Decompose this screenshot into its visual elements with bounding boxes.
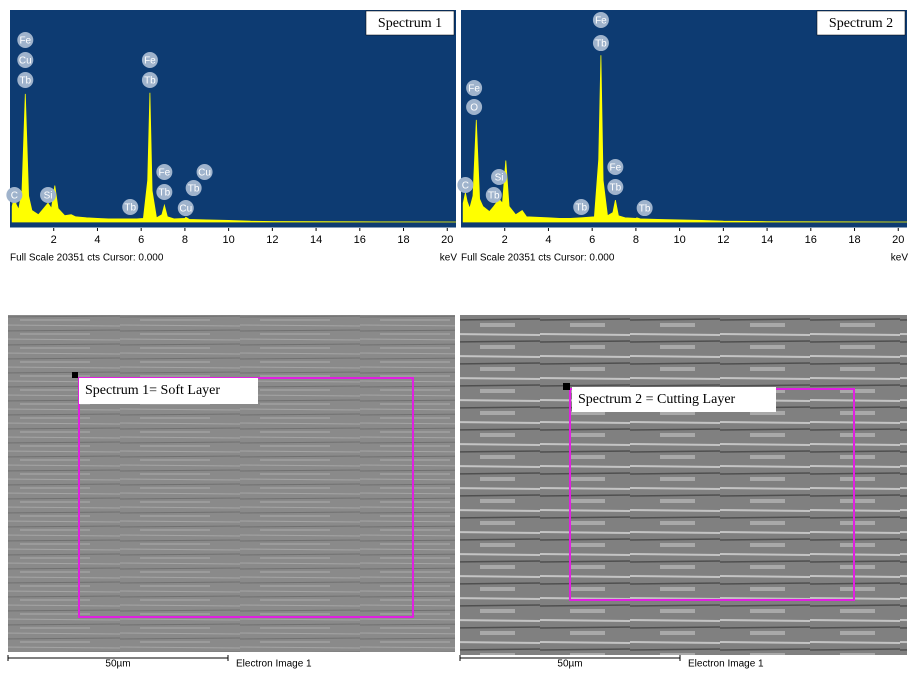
- x-tick-label: 8: [182, 234, 188, 246]
- marker: [72, 372, 78, 378]
- x-axis-label: keV: [440, 253, 458, 264]
- peak-label: Fe: [159, 168, 171, 179]
- caption: Spectrum 2 = Cutting Layer: [578, 392, 736, 407]
- image-label: Electron Image 1: [236, 659, 312, 670]
- scale-label: 50µm: [105, 659, 130, 670]
- figure: Spectrum 1= Soft Layer 50µm Electron Ima…: [0, 0, 909, 670]
- x-tick-label: 2: [502, 234, 508, 246]
- peak-label: Tb: [159, 188, 171, 199]
- image-label: Electron Image 1: [688, 659, 764, 670]
- x-tick-label: 16: [354, 234, 366, 246]
- x-tick-label: 20: [441, 234, 453, 246]
- peak-label: Tb: [144, 76, 156, 87]
- footer: Full Scale 20351 cts Cursor: 0.000: [10, 253, 164, 264]
- sem-image: Spectrum 2 = Cutting Layer 50µm Electron…: [460, 315, 907, 670]
- peak-label: Tb: [124, 203, 136, 214]
- sem-image: Spectrum 1= Soft Layer 50µm Electron Ima…: [8, 315, 455, 670]
- peak-label: Fe: [468, 84, 480, 95]
- x-tick-label: 4: [94, 234, 100, 246]
- peak-label: Cu: [198, 168, 211, 179]
- x-tick-label: 12: [717, 234, 729, 246]
- peak-label: Si: [495, 173, 504, 184]
- caption: Spectrum 1= Soft Layer: [85, 383, 220, 398]
- x-tick-label: 14: [310, 234, 322, 246]
- peak-label: O: [470, 103, 478, 114]
- x-tick-label: 18: [397, 234, 409, 246]
- x-tick-label: 18: [848, 234, 860, 246]
- peak-label: Tb: [188, 184, 200, 195]
- peak-label: C: [462, 181, 469, 192]
- x-tick-label: 20: [892, 234, 904, 246]
- peak-label: Fe: [19, 36, 31, 47]
- footer: Full Scale 20351 cts Cursor: 0.000: [461, 253, 615, 264]
- x-tick-label: 6: [589, 234, 595, 246]
- x-tick-label: 2: [51, 234, 57, 246]
- panel-title: Spectrum 1: [378, 16, 442, 31]
- peak-label: Si: [44, 191, 53, 202]
- panel-title: Spectrum 2: [829, 16, 893, 31]
- x-tick-label: 6: [138, 234, 144, 246]
- peak-label: Tb: [639, 204, 651, 215]
- peak-label: Fe: [144, 56, 156, 67]
- x-axis-label: keV: [891, 253, 909, 264]
- x-tick-label: 14: [761, 234, 773, 246]
- plot-background: [461, 10, 907, 228]
- sem-background: [460, 315, 907, 655]
- x-tick-label: 10: [674, 234, 686, 246]
- peak-label: Fe: [610, 163, 622, 174]
- x-tick-label: 12: [266, 234, 278, 246]
- peak-label: Tb: [19, 76, 31, 87]
- x-tick-label: 8: [633, 234, 639, 246]
- x-tick-label: 10: [223, 234, 235, 246]
- x-tick-label: 16: [805, 234, 817, 246]
- spectrum-panel: 2 4 6 8 10 12 14 16 18 20 keV Full Scale 20351 cts …: [6, 8, 458, 266]
- peak-label: Cu: [19, 56, 32, 67]
- marker: [563, 383, 570, 390]
- scale-label: 50µm: [557, 659, 582, 670]
- peak-label: C: [11, 191, 18, 202]
- peak-label: Fe: [595, 16, 607, 27]
- peak-label: Tb: [595, 39, 607, 50]
- peak-label: Tb: [610, 183, 622, 194]
- sem-background: [8, 315, 455, 652]
- spectrum-panel: 2 4 6 8 10 12 14 16 18 20 keV Full Scale 20351 cts …: [457, 8, 909, 266]
- x-tick-label: 4: [545, 234, 551, 246]
- peak-label: Cu: [179, 204, 192, 215]
- peak-label: Tb: [488, 191, 500, 202]
- plot-background: [10, 10, 456, 228]
- peak-label: Tb: [575, 203, 587, 214]
